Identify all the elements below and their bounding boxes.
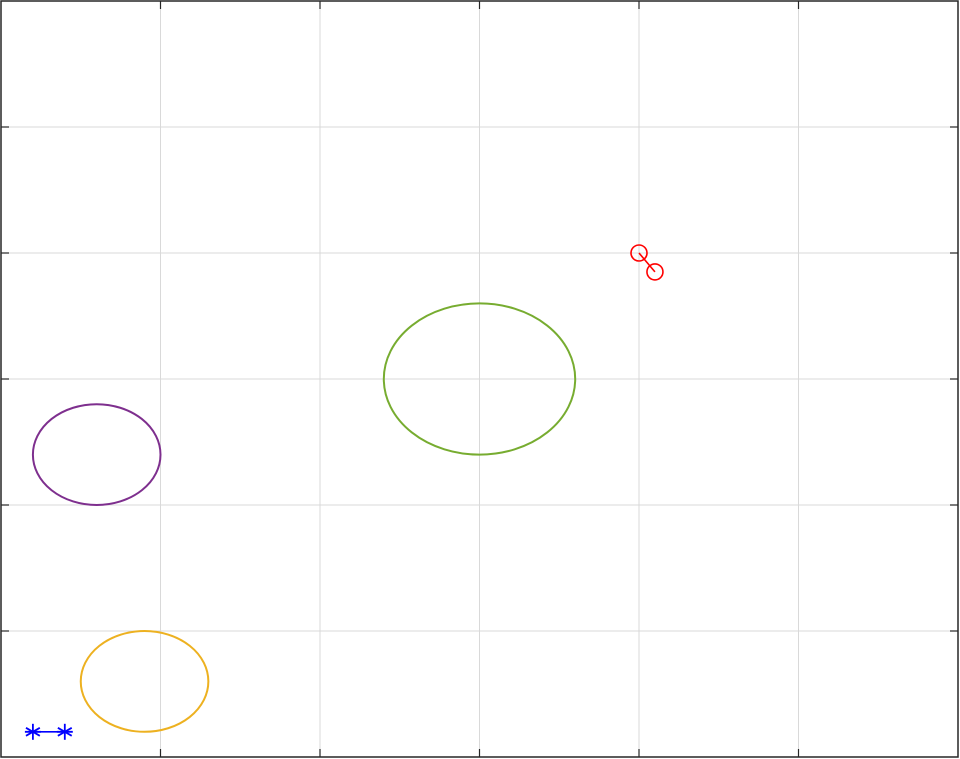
line-series-3 <box>638 252 656 273</box>
series-layer <box>24 244 664 740</box>
circle-marker <box>630 244 648 262</box>
asterisk-marker <box>24 723 41 740</box>
ellipse-series-2 <box>79 630 210 733</box>
ellipse-series-0 <box>382 302 577 456</box>
circle-marker <box>646 263 664 281</box>
asterisk-marker <box>56 723 73 740</box>
ellipse-series-1 <box>31 403 162 507</box>
